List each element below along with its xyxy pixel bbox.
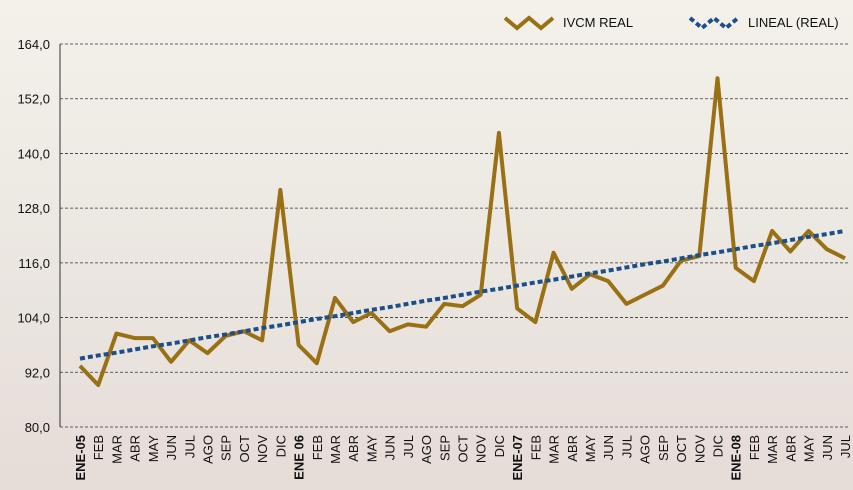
x-tick-label: ENE-08 — [729, 435, 744, 481]
x-tick-label: ENE 06 — [292, 435, 307, 480]
x-tick-label: OCT — [456, 435, 471, 463]
x-tick-label: MAY — [583, 435, 598, 463]
x-tick-label: FEB — [747, 435, 762, 460]
x-tick-label: ENE-05 — [73, 435, 88, 481]
y-tick-label: 128,0 — [17, 201, 50, 216]
x-tick-label: JUL — [619, 435, 634, 458]
x-tick-label: MAY — [364, 435, 379, 463]
x-tick-label: JUN — [383, 435, 398, 460]
x-tick-label: MAR — [328, 435, 343, 464]
y-tick-label: 92,0 — [25, 365, 50, 380]
x-tick-label: MAR — [547, 435, 562, 464]
x-tick-label: SEP — [437, 435, 452, 461]
legend-label: LINEAL (REAL) — [748, 15, 839, 30]
x-tick-label: ENE-07 — [510, 435, 525, 481]
y-tick-label: 140,0 — [17, 146, 50, 161]
x-tick-label: MAR — [765, 435, 780, 464]
x-tick-label: SEP — [219, 435, 234, 461]
y-tick-label: 116,0 — [18, 256, 50, 271]
x-tick-label: NOV — [255, 435, 270, 464]
x-tick-label: JUN — [164, 435, 179, 460]
chart: 80,0 92,0 104,0 116,0 128,0 140,0 152,0 164,0 EN… — [0, 0, 853, 490]
x-tick-label: SEP — [656, 435, 671, 461]
x-tick-label: NOV — [692, 435, 707, 464]
background — [0, 0, 853, 490]
x-tick-label: MAY — [146, 435, 161, 463]
x-tick-label: JUL — [182, 435, 197, 458]
y-tick-label: 152,0 — [17, 92, 50, 107]
x-tick-label: JUL — [401, 435, 416, 458]
x-tick-label: JUL — [838, 435, 853, 458]
y-tick-label: 164,0 — [17, 37, 50, 52]
x-tick-label: OCT — [237, 435, 252, 463]
x-tick-label: ABR — [783, 435, 798, 462]
x-tick-label: DIC — [711, 435, 726, 457]
x-tick-label: AGO — [201, 435, 216, 464]
x-tick-label: FEB — [91, 435, 106, 460]
x-tick-label: ABR — [346, 435, 361, 462]
x-tick-label: OCT — [674, 435, 689, 463]
x-tick-label: AGO — [638, 435, 653, 464]
x-tick-label: DIC — [273, 435, 288, 457]
x-tick-label: MAR — [109, 435, 124, 464]
x-tick-label: JUN — [601, 435, 616, 460]
x-tick-label: MAY — [802, 435, 817, 463]
x-tick-label: ABR — [565, 435, 580, 462]
y-tick-label: 80,0 — [25, 420, 50, 435]
x-tick-label: FEB — [528, 435, 543, 460]
x-tick-label: AGO — [419, 435, 434, 464]
x-tick-label: JUN — [820, 435, 835, 460]
legend-label: IVCM REAL — [563, 15, 633, 30]
x-tick-label: DIC — [492, 435, 507, 457]
x-tick-label: ABR — [128, 435, 143, 462]
x-tick-label: NOV — [474, 435, 489, 464]
x-tick-label: FEB — [310, 435, 325, 460]
y-tick-label: 104,0 — [17, 311, 50, 326]
